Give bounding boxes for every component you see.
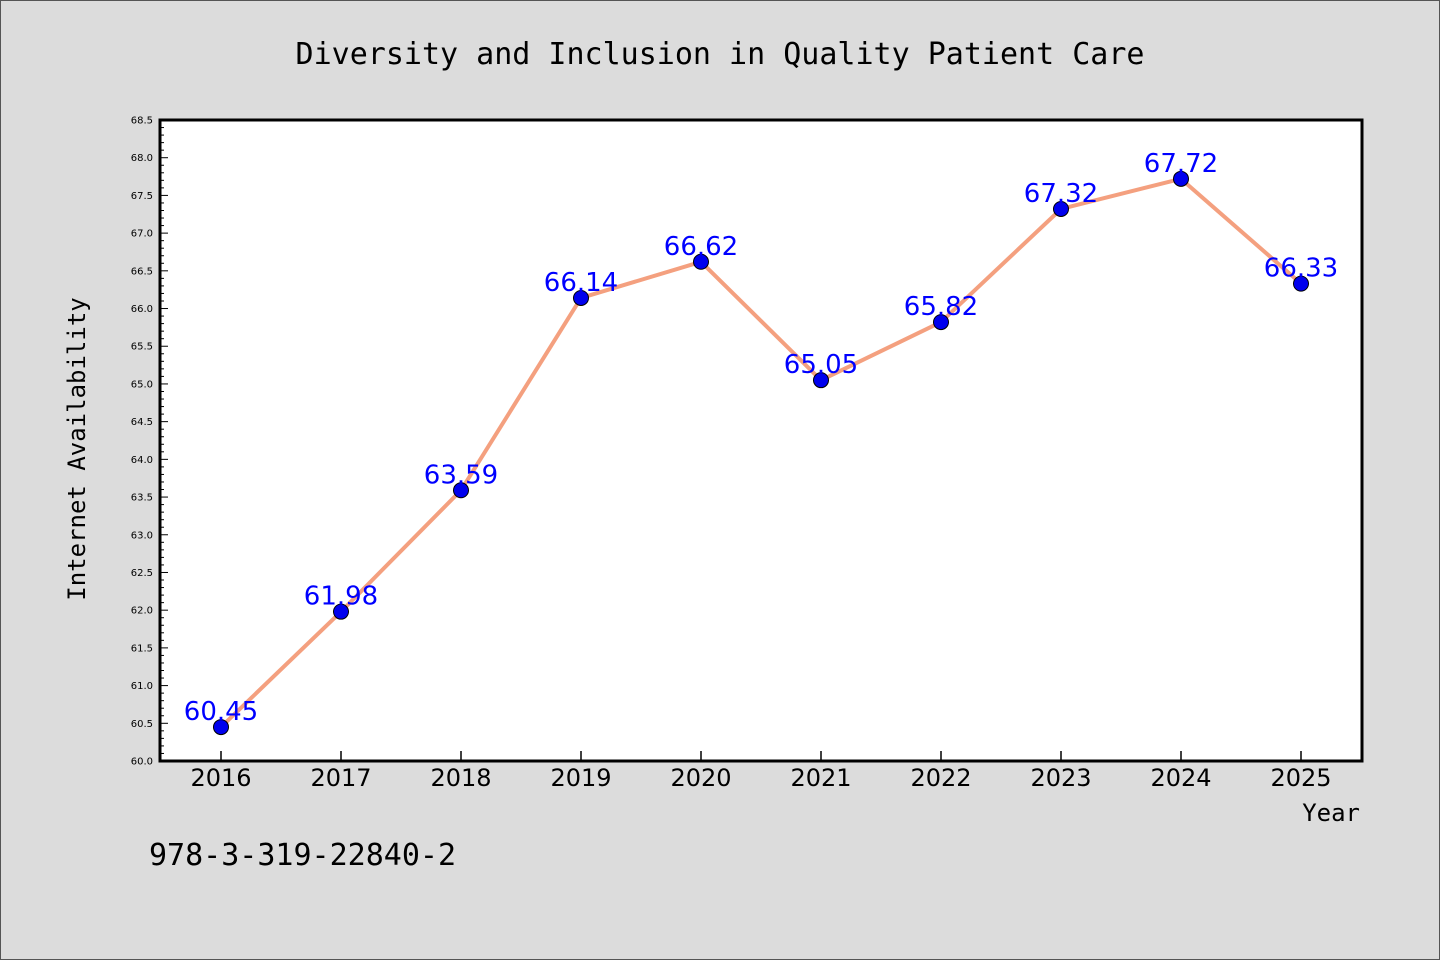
y-axis: 60.0 60.5 61.0 61.5 62.0 62.5 63.0 63.5 64.0 64.5… <box>131 116 168 768</box>
data-label: 65.05 <box>784 350 858 380</box>
x-tick-label: 2020 <box>670 764 731 792</box>
y-tick-label: 65.0 <box>131 379 153 390</box>
data-label: 67.32 <box>1024 179 1098 209</box>
data-label: 61.98 <box>304 582 378 612</box>
data-point <box>573 289 589 306</box>
y-tick-label: 60.5 <box>131 719 153 730</box>
series-markers <box>213 170 1309 736</box>
y-tick-label: 62.0 <box>131 606 153 617</box>
y-tick-label: 64.0 <box>131 455 153 466</box>
y-tick-label: 62.5 <box>131 568 153 579</box>
data-point <box>1173 170 1189 187</box>
x-tick-label: 2018 <box>430 764 491 792</box>
data-label: 66.14 <box>544 268 618 298</box>
chart-title: Diversity and Inclusion in Quality Patie… <box>296 37 1145 72</box>
data-point <box>1053 200 1069 217</box>
data-point <box>813 372 829 389</box>
x-axis: 2016 2017 2018 2019 2020 2021 2022 2023 2024 2025 <box>190 751 1332 792</box>
x-tick-label: 2022 <box>910 764 971 792</box>
data-label: 63.59 <box>424 460 498 490</box>
data-label: 67.72 <box>1144 149 1218 179</box>
y-tick-label: 68.0 <box>131 153 153 164</box>
plot-area <box>158 118 1364 763</box>
y-tick-label: 67.0 <box>131 229 153 240</box>
y-tick-label: 66.0 <box>131 304 153 315</box>
y-axis-label: Internet Availability <box>63 297 91 600</box>
y-tick-label: 61.5 <box>131 643 153 654</box>
x-tick-label: 2019 <box>550 764 611 792</box>
y-tick-label: 66.5 <box>131 266 153 277</box>
data-label: 66.33 <box>1264 254 1338 284</box>
data-point <box>333 603 349 620</box>
data-point <box>453 482 469 499</box>
data-point <box>1293 275 1309 292</box>
data-label: 66.62 <box>664 232 738 262</box>
data-label: 60.45 <box>184 697 258 727</box>
x-tick-label: 2017 <box>310 764 371 792</box>
y-tick-label: 68.5 <box>131 116 153 127</box>
x-axis-label: Year <box>1302 799 1360 827</box>
x-tick-label: 2023 <box>1030 764 1091 792</box>
y-tick-label: 63.0 <box>131 530 153 541</box>
x-tick-label: 2024 <box>1150 764 1211 792</box>
data-label: 65.82 <box>904 292 978 322</box>
data-point <box>213 719 229 736</box>
x-tick-label: 2016 <box>190 764 251 792</box>
x-tick-label: 2021 <box>790 764 851 792</box>
data-point <box>933 314 949 331</box>
y-tick-label: 67.5 <box>131 191 153 202</box>
y-tick-label: 64.5 <box>131 417 153 428</box>
series-polyline <box>219 176 1303 729</box>
y-tick-label: 60.0 <box>131 757 153 768</box>
series-line <box>219 176 1303 729</box>
y-tick-label: 61.0 <box>131 681 153 692</box>
isbn-footnote: 978-3-319-22840-2 <box>149 838 456 873</box>
data-labels: 60.45 61.98 63.59 66.14 66.62 65.05 65.82 67.32… <box>184 149 1338 727</box>
x-tick-label: 2025 <box>1270 764 1331 792</box>
y-tick-label: 63.5 <box>131 493 153 504</box>
data-point <box>693 253 709 270</box>
y-tick-label: 65.5 <box>131 342 153 353</box>
